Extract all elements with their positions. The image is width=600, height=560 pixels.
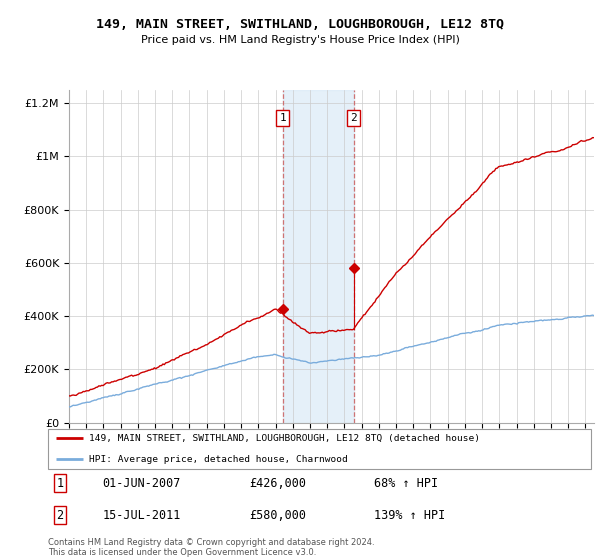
- Bar: [283, 90, 354, 423]
- Text: 1: 1: [56, 477, 64, 490]
- Text: 15-JUL-2011: 15-JUL-2011: [103, 508, 181, 521]
- Text: 149, MAIN STREET, SWITHLAND, LOUGHBOROUGH, LE12 8TQ: 149, MAIN STREET, SWITHLAND, LOUGHBOROUG…: [96, 18, 504, 31]
- FancyBboxPatch shape: [48, 429, 591, 469]
- Text: 1: 1: [280, 113, 286, 123]
- Text: 2: 2: [56, 508, 64, 521]
- Text: HPI: Average price, detached house, Charnwood: HPI: Average price, detached house, Char…: [89, 455, 347, 464]
- Text: £426,000: £426,000: [249, 477, 306, 490]
- Text: Price paid vs. HM Land Registry's House Price Index (HPI): Price paid vs. HM Land Registry's House …: [140, 35, 460, 45]
- Text: 149, MAIN STREET, SWITHLAND, LOUGHBOROUGH, LE12 8TQ (detached house): 149, MAIN STREET, SWITHLAND, LOUGHBOROUG…: [89, 434, 480, 443]
- Text: 68% ↑ HPI: 68% ↑ HPI: [374, 477, 438, 490]
- Text: 139% ↑ HPI: 139% ↑ HPI: [374, 508, 445, 521]
- Text: 2: 2: [350, 113, 357, 123]
- Text: 01-JUN-2007: 01-JUN-2007: [103, 477, 181, 490]
- Text: Contains HM Land Registry data © Crown copyright and database right 2024.
This d: Contains HM Land Registry data © Crown c…: [48, 538, 374, 557]
- Text: £580,000: £580,000: [249, 508, 306, 521]
